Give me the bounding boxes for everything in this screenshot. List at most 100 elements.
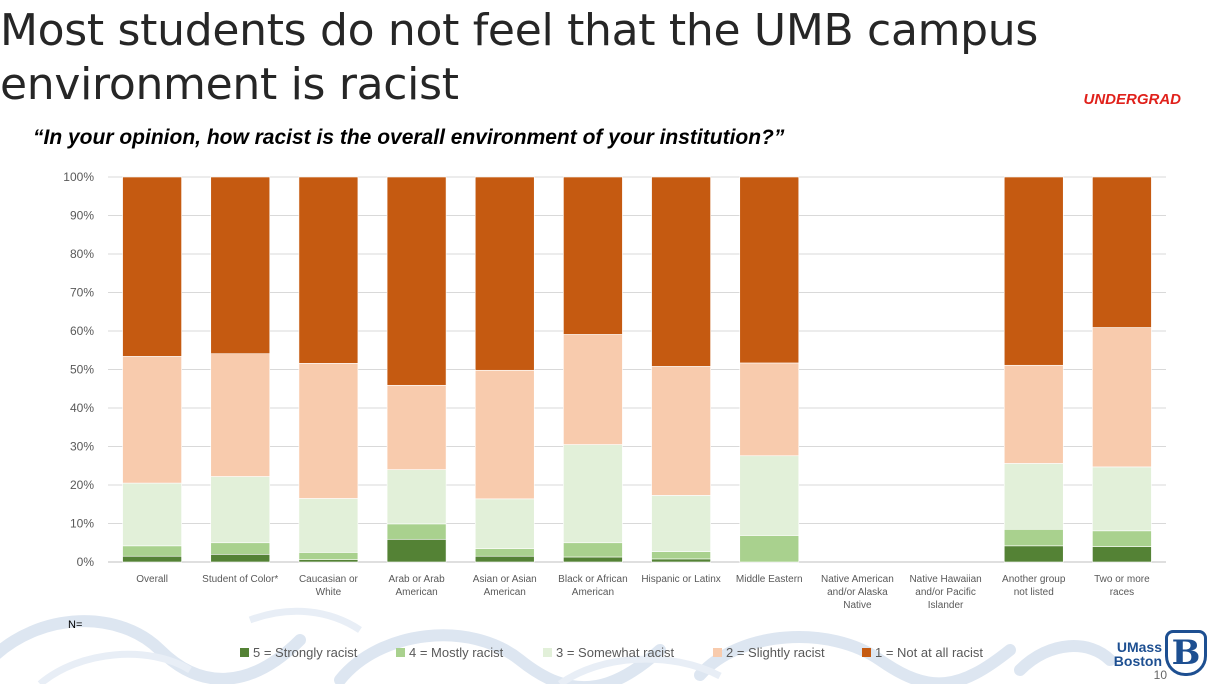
legend-label: 3 = Somewhat racist — [556, 645, 675, 660]
x-tick-label: American — [572, 587, 614, 598]
x-tick-label: not listed — [1014, 587, 1054, 598]
bar-segment — [474, 176, 535, 371]
bar-segment — [298, 552, 359, 560]
bar-segment — [474, 498, 535, 549]
bar-segment — [563, 334, 623, 445]
bar-segment — [474, 548, 535, 557]
bar-segment — [386, 523, 447, 540]
legend-label: 1 = Not at all racist — [875, 645, 983, 660]
undergrad-tag: UNDERGRAD — [1083, 91, 1182, 108]
logo-line-2: Boston — [1113, 653, 1162, 669]
logo-wordmark: UMass Boston — [1110, 640, 1162, 668]
bar-segment — [386, 469, 447, 525]
x-tick-label: Native Hawaiian — [909, 574, 981, 585]
bar-segment — [298, 176, 359, 364]
bar-segment — [563, 556, 623, 563]
bar-segment — [1003, 463, 1064, 530]
x-tick-label: American — [484, 587, 526, 598]
bar-segment — [563, 176, 623, 335]
bar-segment — [739, 455, 800, 536]
bar-segment — [474, 369, 535, 500]
legend-swatch — [396, 648, 405, 657]
legend-swatch — [862, 648, 871, 657]
bar-segment — [1092, 327, 1152, 468]
x-tick-label: Native American — [821, 574, 894, 585]
legend-label: 4 = Mostly racist — [409, 645, 504, 660]
bar-segment — [1003, 528, 1064, 547]
logo-line-1: UMass — [1116, 639, 1162, 655]
bar-segment — [651, 495, 711, 552]
bar-segment — [651, 558, 711, 563]
y-tick-label: 20% — [70, 478, 94, 492]
bar-segment — [210, 553, 271, 563]
bar-segment — [210, 476, 271, 544]
bar-segment — [298, 559, 359, 563]
x-tick-label: White — [316, 587, 342, 598]
y-tick-label: 30% — [70, 440, 94, 454]
bar-segment — [1003, 545, 1064, 563]
n-label: N= — [68, 619, 83, 631]
x-tick-label: Caucasian or — [299, 574, 359, 585]
bar-segment — [1092, 530, 1152, 547]
x-tick-label: Two or more — [1094, 574, 1150, 585]
bar-segment — [210, 176, 271, 355]
bars — [122, 176, 1152, 563]
decorative-wave-banner — [0, 607, 1116, 684]
y-tick-label: 90% — [70, 209, 94, 223]
y-tick-label: 80% — [70, 247, 94, 261]
survey-question: “In your opinion, how racist is the over… — [33, 126, 785, 149]
y-tick-label: 100% — [63, 170, 94, 184]
page-number: 10 — [1153, 668, 1167, 682]
logo-b-mark: B — [1165, 630, 1207, 676]
bar-segment — [1092, 546, 1152, 563]
bar-segment — [210, 542, 271, 555]
x-tick-label: Another group — [1002, 574, 1066, 585]
x-tick-label: American — [395, 587, 437, 598]
bar-segment — [651, 551, 711, 560]
bar-segment — [563, 542, 623, 558]
legend-label: 5 = Strongly racist — [253, 645, 358, 660]
bar-segment — [563, 444, 623, 544]
bar-segment — [739, 535, 800, 563]
bar-segment — [122, 176, 182, 357]
bar-segment — [122, 545, 182, 557]
bar-segment — [386, 538, 447, 563]
bar-segment — [386, 176, 447, 386]
bar-segment — [1003, 176, 1064, 366]
y-tick-label: 50% — [70, 363, 94, 377]
bar-segment — [386, 384, 447, 470]
bar-segment — [474, 555, 535, 563]
x-tick-label: Asian or Asian — [473, 574, 537, 585]
bar-segment — [1092, 466, 1152, 532]
bar-segment — [1003, 364, 1064, 464]
bar-segment — [122, 356, 182, 484]
y-axis-ticks: 0% 10% 20% 30% 40% 50% 60% 70% 80% 90% 100% — [63, 170, 94, 569]
x-tick-label: Islander — [928, 600, 964, 611]
x-tick-label: Middle Eastern — [736, 574, 803, 585]
x-tick-label: Student of Color* — [202, 574, 278, 585]
legend-swatch — [543, 648, 552, 657]
x-tick-label: races — [1110, 587, 1134, 598]
x-tick-label: and/or Alaska — [827, 587, 888, 598]
y-tick-label: 70% — [70, 286, 94, 300]
bar-segment — [739, 176, 800, 364]
page-title: Most students do not feel that the UMB c… — [0, 5, 1039, 110]
legend-label: 2 = Slightly racist — [726, 645, 825, 660]
bar-segment — [1092, 176, 1152, 328]
legend: 5 = Strongly racist 4 = Mostly racist 3 = … — [240, 645, 983, 660]
y-tick-label: 40% — [70, 401, 94, 415]
x-tick-label: Hispanic or Latinx — [641, 574, 720, 585]
bar-segment — [298, 363, 359, 499]
legend-swatch — [240, 648, 249, 657]
y-tick-label: 60% — [70, 324, 94, 338]
legend-swatch — [713, 648, 722, 657]
bar-segment — [651, 176, 711, 367]
bar-segment — [210, 353, 271, 477]
gridlines — [108, 176, 1166, 563]
bar-segment — [122, 482, 182, 547]
x-tick-label: and/or Pacific — [915, 587, 976, 598]
x-tick-label: Overall — [136, 574, 168, 585]
x-tick-label: Arab or Arab — [389, 574, 446, 585]
bar-segment — [298, 498, 359, 553]
